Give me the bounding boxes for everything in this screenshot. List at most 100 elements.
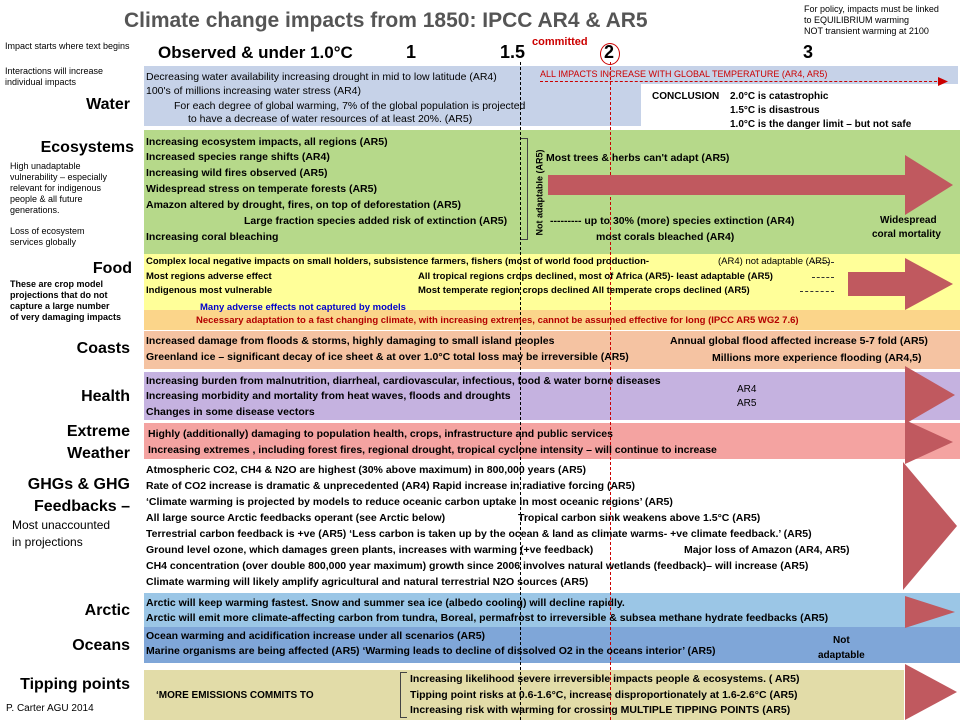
food-dashed-arrow-1	[812, 262, 834, 263]
category-extreme: Extreme	[66, 423, 130, 440]
category-ghg: GHGs & GHG	[27, 476, 130, 493]
health-line-2: Increasing morbidity and mortality from …	[146, 390, 511, 402]
note-line: vulnerability – especially	[10, 172, 108, 182]
food-line-1: Complex local negative impacts on small …	[146, 256, 650, 267]
ghg-line-4: All large source Arctic feedbacks operan…	[146, 512, 446, 524]
note-loss-ecosystem: Loss of ecosystem services globally	[10, 226, 85, 248]
category-arctic: Arctic	[84, 602, 130, 619]
note-line: people & all future	[10, 194, 83, 204]
eco-arrow-head	[905, 155, 953, 215]
arctic-band	[144, 593, 960, 627]
header-observed: Observed & under 1.0°C	[158, 43, 353, 62]
note-line: relevant for indigenous	[10, 183, 102, 193]
note-line: Interactions will increase	[5, 66, 104, 76]
credit: P. Carter AGU 2014	[6, 703, 94, 714]
eco-not-adaptable: Not adaptable (AR5)	[534, 149, 545, 236]
conclusion-line: 1.5°C is disastrous	[730, 105, 820, 116]
tipping-line-1: Increasing likelihood severe irreversibl…	[410, 673, 800, 685]
ghg-line-2: Rate of CO2 increase is dramatic & unpre…	[146, 480, 635, 492]
food-necessary-adaptation: Necessary adaptation to a fast changing …	[196, 315, 799, 326]
category-weather: Weather	[67, 445, 130, 462]
note-line: High unadaptable	[10, 161, 81, 171]
eco-line-6b: --------- up to 30% (more) species extin…	[550, 215, 795, 227]
header-temp-1-5: 1.5	[500, 42, 526, 62]
arctic-arrow-head-shape	[905, 596, 955, 628]
arctic-line-2: Arctic will emit more climate-affecting …	[146, 612, 829, 624]
header-temp-3: 3	[803, 42, 814, 62]
category-health: Health	[81, 388, 130, 405]
conclusion-box	[641, 84, 960, 136]
food-line-2b: All tropical regions crops declined, mos…	[418, 271, 773, 282]
tipping-line-3: Increasing risk with warming for crossin…	[410, 704, 791, 716]
note-line: capture a large number	[10, 301, 110, 311]
eco-trees: Most trees & herbs can't adapt (AR5)	[546, 152, 730, 164]
ghg-line-7: CH4 concentration (over double 800,000 y…	[146, 560, 809, 572]
coasts-line-1b: Annual global flood affected increase 5-…	[670, 335, 928, 347]
tipping-commits: ‘MORE EMISSIONS COMMITS TO	[156, 690, 314, 701]
category-oceans: Oceans	[72, 637, 130, 654]
all-impacts-arrow-head-shape	[938, 77, 948, 86]
arctic-arrow-head	[905, 596, 955, 628]
eco-line-5: Amazon altered by drought, fires, on top…	[146, 199, 462, 211]
conclusion-line: 2.0°C is catastrophic	[730, 91, 829, 102]
note-line: Loss of ecosystem	[10, 226, 85, 236]
conclusion-label: CONCLUSION	[652, 91, 720, 102]
food-arrow-head	[905, 258, 953, 310]
category-ecosystems: Ecosystems	[40, 139, 134, 156]
water-line-1: Decreasing water availability increasing…	[146, 71, 497, 83]
ghg-arrow-head	[903, 462, 957, 590]
water-line-4: to have a decrease of water resources of…	[188, 113, 473, 125]
category-tipping: Tipping points	[20, 676, 130, 693]
eco-line-2: Increased species range shifts (AR4)	[146, 151, 330, 163]
coasts-line-2: Greenland ice – significant decay of ice…	[146, 351, 629, 363]
health-ar4: AR4	[737, 384, 757, 395]
eco-widespread: Widespread	[880, 215, 937, 226]
food-many-adverse: Many adverse effects not captured by mod…	[200, 302, 406, 313]
header-committed: committed	[532, 36, 588, 48]
ghg-arrow-head-shape	[903, 462, 957, 590]
note-line: generations.	[10, 205, 60, 215]
health-ar5: AR5	[737, 398, 757, 409]
note-line: of very damaging impacts	[10, 312, 122, 322]
health-line-3: Changes in some disease vectors	[146, 406, 315, 418]
header-temp-1: 1	[406, 42, 417, 62]
policy-note-line: For policy, impacts must be linked	[804, 4, 939, 14]
note-high-unadaptable: High unadaptable vulnerability – especia…	[10, 161, 107, 216]
ghg-line-1: Atmospheric CO2, CH4 & N2O are highest (…	[146, 464, 586, 476]
eco-line-4: Widespread stress on temperate forests (…	[146, 183, 377, 195]
arctic-line-1: Arctic will keep warming fastest. Snow a…	[146, 597, 625, 609]
ghg-line-4b: Tropical carbon sink weakens above 1.5°C…	[518, 512, 761, 524]
tipping-line-2: Tipping point risks at 0.6-1.6°C, increa…	[410, 689, 798, 701]
eco-line-3: Increasing wild fires observed (AR5)	[146, 167, 328, 179]
eco-line-7b: most corals bleached (AR4)	[596, 231, 735, 243]
note-interactions: Interactions will increase individual im…	[5, 66, 103, 88]
health-arrow-head-shape	[905, 366, 955, 424]
health-line-1: Increasing burden from malnutrition, dia…	[146, 375, 661, 387]
line-2-degree	[610, 62, 611, 720]
tipping-band	[144, 670, 904, 720]
note-line: These are crop model	[10, 279, 104, 289]
health-arrow-head	[905, 366, 955, 424]
header-temp-2: 2	[604, 42, 615, 62]
oceans-not: Not	[833, 635, 850, 646]
extreme-arrow-head-shape	[905, 420, 953, 464]
line-1-5-degree	[520, 62, 521, 720]
note-impact-starts: Impact starts where text begins	[5, 41, 130, 51]
water-line-3: For each degree of global warming, 7% of…	[174, 100, 526, 112]
food-adapt-band	[144, 310, 960, 330]
ghg-line-8: Climate warming will likely amplify agri…	[146, 576, 589, 588]
page-title: Climate change impacts from 1850: IPCC A…	[124, 9, 648, 32]
extreme-line-1: Highly (additionally) damaging to popula…	[148, 428, 613, 440]
coasts-line-1: Increased damage from floods & storms, h…	[146, 335, 555, 347]
note-crop-models: These are crop model projections that do…	[10, 279, 121, 323]
category-water: Water	[86, 96, 130, 113]
header-temp-2-circle	[600, 43, 620, 65]
coasts-line-2b: Millions more experience flooding (AR4,5…	[712, 352, 922, 364]
eco-arrow-head-shape	[905, 155, 953, 215]
food-line-3b: Most temperate region crops declined All…	[418, 285, 750, 296]
policy-note-line: to EQUILIBRIUM warming	[804, 15, 910, 25]
ghg-note: Most unaccounted	[12, 518, 111, 532]
policy-note-line: NOT transient warming at 2100	[804, 26, 929, 36]
extreme-line-2: Increasing extremes , including forest f…	[148, 444, 717, 456]
coasts-band	[144, 331, 960, 369]
